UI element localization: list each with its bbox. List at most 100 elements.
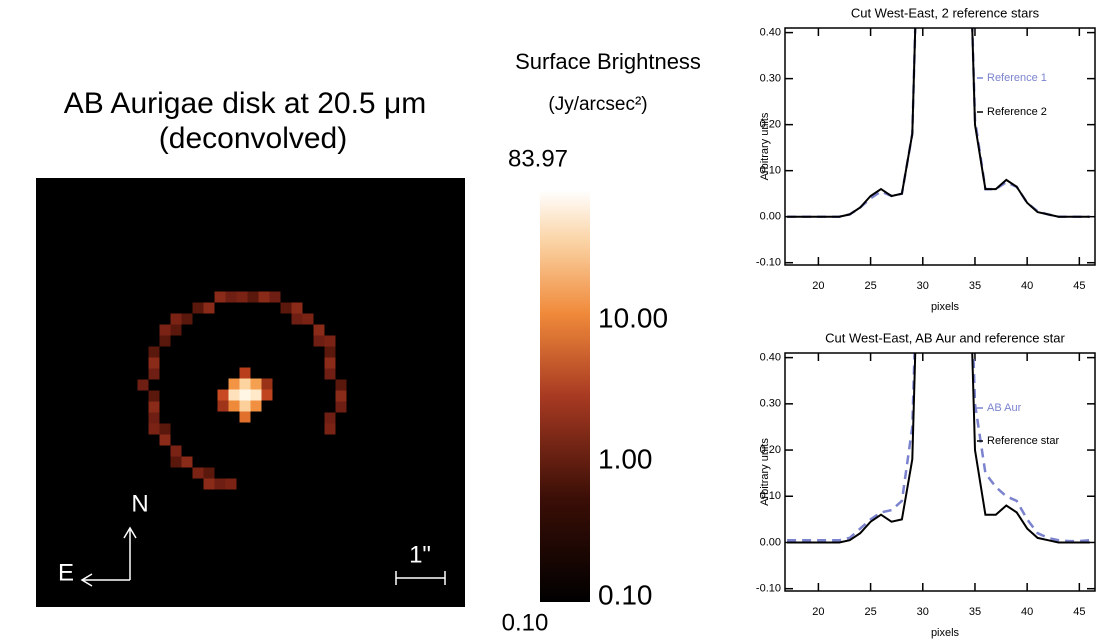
y-tick-label: 0.20	[760, 119, 781, 131]
x-tick-label: 20	[812, 280, 824, 292]
image-pixel	[215, 292, 226, 303]
image-pixel	[218, 390, 229, 401]
image-pixel	[215, 479, 226, 490]
image-pixel	[336, 380, 347, 391]
y-tick-label: 0.40	[760, 27, 781, 39]
y-tick-label: 0.30	[760, 73, 781, 85]
image-title: AB Aurigae disk at 20.5 μm	[64, 87, 426, 120]
colorbar-title: Surface Brightness	[515, 49, 701, 74]
image-pixel	[259, 292, 270, 303]
image-pixel	[262, 390, 273, 401]
image-pixel	[314, 336, 325, 347]
image-pixel	[229, 401, 240, 412]
image-pixel	[325, 347, 336, 358]
x-axis-label: pixels	[931, 627, 960, 639]
chart-title: Cut West-East, 2 reference stars	[851, 5, 1040, 20]
chart-title: Cut West-East, AB Aur and reference star	[825, 330, 1065, 345]
image-pixel	[204, 479, 215, 490]
colorbar-min-label: 0.10	[502, 609, 549, 636]
y-tick-label: -0.10	[756, 583, 781, 595]
image-pixel	[325, 413, 336, 424]
image-pixel	[303, 314, 314, 325]
legend-entry: Reference star	[987, 435, 1059, 447]
legend-entry: Reference 1	[987, 72, 1047, 84]
image-pixel	[226, 479, 237, 490]
scale-label: 1"	[409, 541, 431, 568]
image-pixel	[251, 390, 262, 401]
image-pixel	[149, 347, 160, 358]
image-pixel	[160, 435, 171, 446]
image-pixel	[281, 303, 292, 314]
plot-frame	[785, 28, 1095, 265]
image-pixel	[240, 368, 251, 379]
image-pixel	[218, 401, 229, 412]
colorbar-tick-label: 0.10	[598, 579, 653, 610]
x-tick-label: 30	[917, 280, 929, 292]
image-pixel	[193, 303, 204, 314]
image-pixel	[251, 401, 262, 412]
colorbar-max-label: 83.97	[508, 145, 568, 172]
x-tick-label: 40	[1021, 606, 1033, 618]
image-pixel	[182, 314, 193, 325]
image-pixel	[193, 468, 204, 479]
x-tick-label: 35	[969, 280, 981, 292]
image-subtitle: (deconvolved)	[159, 122, 347, 155]
legend-entry: Reference 2	[987, 106, 1047, 118]
image-pixel	[160, 336, 171, 347]
y-tick-label: 0.00	[760, 211, 781, 223]
image-pixel	[149, 358, 160, 369]
image-pixel	[149, 391, 160, 402]
x-tick-label: 40	[1021, 280, 1033, 292]
image-pixel	[336, 391, 347, 402]
colorbar-tick-label: 10.00	[598, 303, 668, 334]
image-pixel	[336, 402, 347, 413]
image-pixel	[240, 390, 251, 401]
image-pixel	[325, 424, 336, 435]
east-label: E	[58, 559, 74, 586]
image-pixel	[262, 379, 273, 390]
image-pixel	[171, 314, 182, 325]
y-tick-label: 0.40	[760, 352, 781, 364]
x-tick-label: 20	[812, 606, 824, 618]
image-pixel	[314, 325, 325, 336]
image-pixel	[292, 303, 303, 314]
image-pixel	[240, 412, 251, 423]
colorbar-units: (Jy/arcsec²)	[548, 94, 647, 115]
image-pixel	[325, 336, 336, 347]
colorbar-tick-label: 1.00	[598, 443, 653, 474]
image-pixel	[292, 314, 303, 325]
image-pixel	[237, 292, 248, 303]
y-tick-label: 0.10	[760, 490, 781, 502]
x-tick-label: 45	[1073, 606, 1085, 618]
x-tick-label: 25	[864, 606, 876, 618]
x-tick-label: 30	[917, 606, 929, 618]
legend-entry: AB Aur	[987, 402, 1022, 414]
image-pixel	[149, 402, 160, 413]
image-pixel	[204, 303, 215, 314]
figure: AB Aurigae disk at 20.5 μm (deconvolved)…	[0, 0, 1097, 641]
image-pixel	[325, 369, 336, 380]
image-pixel	[251, 379, 262, 390]
image-pixel	[325, 358, 336, 369]
image-pixel	[160, 424, 171, 435]
image-pixel	[160, 325, 171, 336]
x-tick-label: 45	[1073, 280, 1085, 292]
y-tick-label: 0.30	[760, 398, 781, 410]
x-tick-label: 25	[864, 280, 876, 292]
image-pixel	[171, 457, 182, 468]
y-tick-label: 0.00	[760, 536, 781, 548]
image-pixel	[204, 468, 215, 479]
x-axis-label: pixels	[931, 301, 960, 313]
image-pixel	[149, 369, 160, 380]
plot-frame	[785, 353, 1095, 591]
colorbar	[540, 190, 590, 602]
image-pixel	[138, 380, 149, 391]
image-pixel	[149, 413, 160, 424]
y-tick-label: 0.10	[760, 165, 781, 177]
image-pixel	[171, 325, 182, 336]
image-pixel	[229, 379, 240, 390]
y-tick-label: 0.20	[760, 444, 781, 456]
image-pixel	[240, 379, 251, 390]
x-tick-label: 35	[969, 606, 981, 618]
image-pixel	[248, 292, 259, 303]
